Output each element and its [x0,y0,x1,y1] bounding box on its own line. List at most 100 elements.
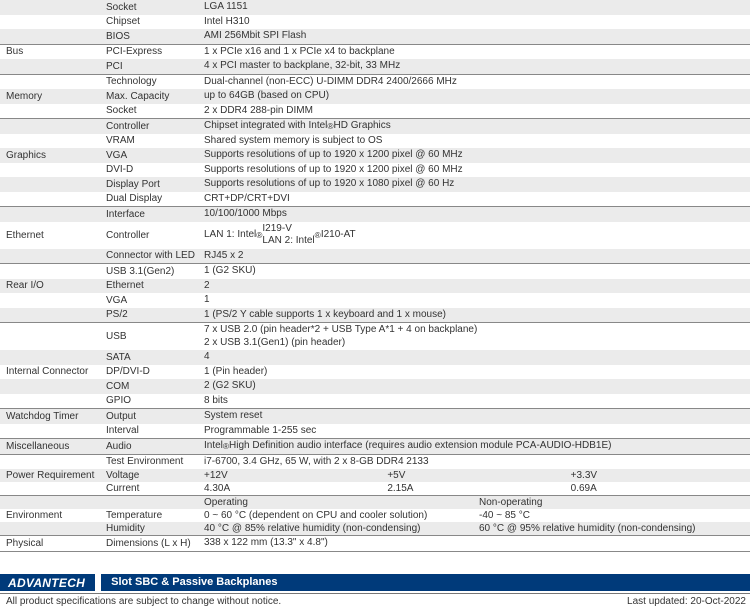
category-bar: Slot SBC & Passive Backplanes [101,574,750,591]
param-cell: SATA [102,350,200,365]
table-row: IntervalProgrammable 1-255 sec [0,424,750,439]
param-cell: Temperature [102,509,200,522]
value-cell: 1 (Pin header) [200,365,750,380]
param-cell: Controller [102,119,200,134]
param-cell: Humidity [102,522,200,535]
value-cell: System reset [200,409,750,424]
param-cell: Connector with LED [102,249,200,264]
value-cell: 7 x USB 2.0 (pin header*2 + USB Type A*1… [200,323,750,350]
table-row: PCI4 x PCI master to backplane, 32-bit, … [0,59,750,74]
category-cell [0,308,102,323]
table-row: Test Environmenti7-6700, 3.4 GHz, 65 W, … [0,455,750,470]
param-cell: VRAM [102,134,200,149]
category-cell [0,192,102,207]
value-cell: LGA 1151 [200,0,750,15]
value-cell: 4.30A [200,482,383,495]
value-cell: +3.3V [567,469,750,482]
value-cell: Chipset integrated with Intel® HD Graphi… [200,119,750,134]
param-cell: Dual Display [102,192,200,207]
table-row: GraphicsVGASupports resolutions of up to… [0,148,750,163]
param-cell: PCI-Express [102,45,200,60]
category-cell [0,104,102,119]
category-cell [0,522,102,535]
value-cell: Supports resolutions of up to 1920 x 120… [200,148,750,163]
table-row: EthernetControllerLAN 1: Intel® I219-VLA… [0,222,750,249]
value-cell: AMI 256Mbit SPI Flash [200,29,750,44]
footer-text: All product specifications are subject t… [0,594,750,607]
table-row: Rear I/OEthernet2 [0,279,750,294]
category-cell [0,119,102,134]
param-cell: PCI [102,59,200,74]
param-cell: Display Port [102,177,200,192]
value-cell: Operating [200,496,475,509]
footer-bar: ADVANTECH Slot SBC & Passive Backplanes [0,574,750,591]
category-cell [0,394,102,409]
value-cell: LAN 1: Intel® I219-VLAN 2: Intel® I210-A… [200,222,750,249]
value-cell: 4 x PCI master to backplane, 32-bit, 33 … [200,59,750,74]
table-row: COM2 (G2 SKU) [0,379,750,394]
category-cell: Memory [0,89,102,104]
value-cell: up to 64GB (based on CPU) [200,89,750,104]
param-cell: Technology [102,75,200,90]
table-row: Current4.30A2.15A0.69A [0,482,750,495]
param-cell: DP/DVI-D [102,365,200,380]
param-cell: BIOS [102,29,200,44]
table-row: ControllerChipset integrated with Intel®… [0,119,750,134]
value-cell: +12V [200,469,383,482]
category-cell [0,350,102,365]
category-cell: Bus [0,45,102,60]
table-row: Interface10/100/1000 Mbps [0,207,750,222]
param-cell: VGA [102,148,200,163]
value-cell: Non-operating [475,496,750,509]
value-cell: Programmable 1-255 sec [200,424,750,439]
value-cell: Dual-channel (non-ECC) U-DIMM DDR4 2400/… [200,75,750,90]
table-row: MiscellaneousAudioIntel® High Definition… [0,439,750,454]
table-row: BusPCI-Express1 x PCIe x16 and 1 x PCIe … [0,45,750,60]
category-cell [0,163,102,178]
param-cell: USB 3.1(Gen2) [102,264,200,279]
value-cell: 0.69A [567,482,750,495]
value-cell: 1 (PS/2 Y cable supports 1 x keyboard an… [200,308,750,323]
param-cell: Socket [102,0,200,15]
param-cell: Interface [102,207,200,222]
value-cell: Supports resolutions of up to 1920 x 120… [200,163,750,178]
last-updated-text: Last updated: 20-Oct-2022 [627,596,746,607]
value-cell: 8 bits [200,394,750,409]
table-row: OperatingNon-operating [0,496,750,509]
table-row: VGA1 [0,293,750,308]
value-cell: 2 [200,279,750,294]
value-cell: 1 (G2 SKU) [200,264,750,279]
param-cell: COM [102,379,200,394]
value-cell: 1 [200,293,750,308]
param-cell: Chipset [102,15,200,30]
table-row: ChipsetIntel H310 [0,15,750,30]
param-cell: Ethernet [102,279,200,294]
value-cell: i7-6700, 3.4 GHz, 65 W, with 2 x 8-GB DD… [200,455,750,470]
param-cell: USB [102,323,200,350]
category-cell: Rear I/O [0,279,102,294]
value-cell: 60 °C @ 95% relative humidity (non-conde… [475,522,750,535]
category-cell [0,59,102,74]
param-cell [102,496,200,509]
value-cell: 2 x DDR4 288-pin DIMM [200,104,750,119]
table-row: Display PortSupports resolutions of up t… [0,177,750,192]
category-cell [0,293,102,308]
category-cell: Miscellaneous [0,439,102,454]
table-row: PhysicalDimensions (L x H)338 x 122 mm (… [0,536,750,551]
table-row: DVI-DSupports resolutions of up to 1920 … [0,163,750,178]
param-cell: Interval [102,424,200,439]
param-cell: Current [102,482,200,495]
table-row: SATA4 [0,350,750,365]
category-cell [0,264,102,279]
param-cell: Dimensions (L x H) [102,536,200,551]
value-cell: 338 x 122 mm (13.3" x 4.8") [200,536,750,551]
value-cell: 4 [200,350,750,365]
param-cell: Max. Capacity [102,89,200,104]
category-cell: Physical [0,536,102,551]
value-cell: -40 ~ 85 °C [475,509,750,522]
value-cell: Shared system memory is subject to OS [200,134,750,149]
table-row: USB 3.1(Gen2)1 (G2 SKU) [0,264,750,279]
category-cell [0,455,102,470]
param-cell: Voltage [102,469,200,482]
table-row: Connector with LEDRJ45 x 2 [0,249,750,264]
